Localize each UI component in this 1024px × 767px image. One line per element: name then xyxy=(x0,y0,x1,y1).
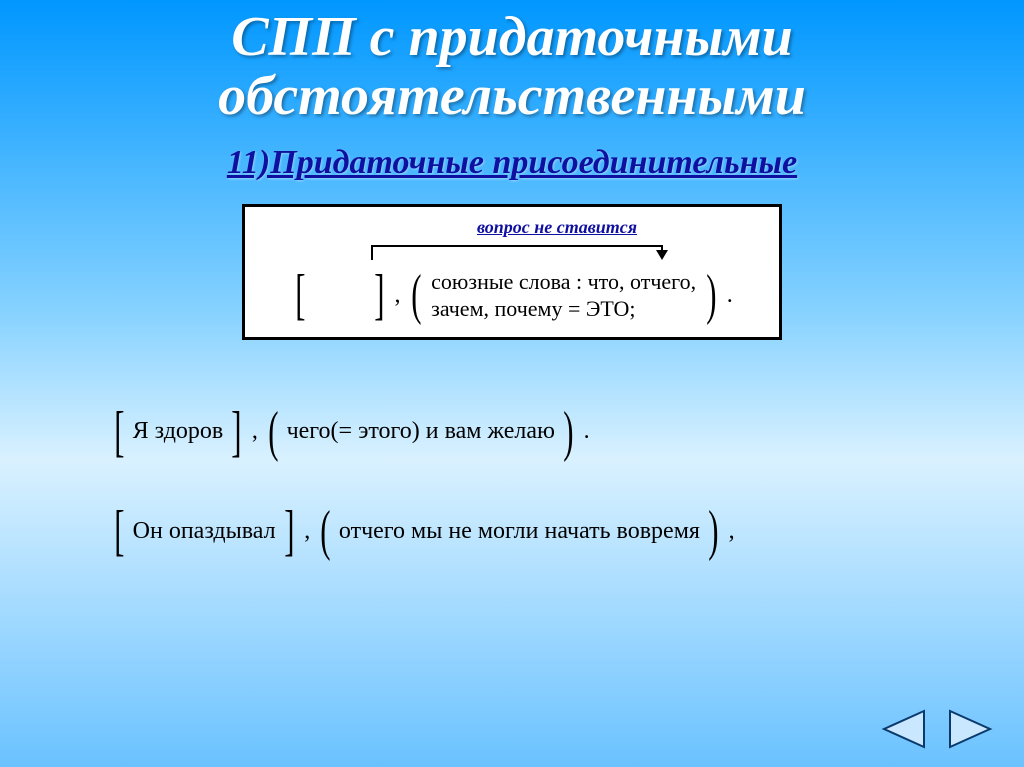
example-main: Я здоров xyxy=(133,418,224,445)
slide-title: СПП с придаточными обстоятельственными xyxy=(0,0,1024,126)
schema-box: вопрос не ставится [ ] , ( союзные слова… xyxy=(242,204,782,340)
next-button[interactable] xyxy=(946,707,996,751)
schema-arrow-icon xyxy=(342,240,682,262)
example-end: , xyxy=(729,518,735,545)
examples-block: [ Я здоров ] , ( чего(= этого) и вам жел… xyxy=(110,410,1024,555)
example-main: Он опаздывал xyxy=(133,518,276,545)
arrow-label: вопрос не ставится xyxy=(351,217,763,238)
example-end: . xyxy=(584,418,590,445)
example-row: [ Он опаздывал ] , ( отчего мы не могли … xyxy=(110,509,1024,554)
prev-button[interactable] xyxy=(878,707,928,751)
comma-icon: , xyxy=(304,518,310,545)
schema-row: [ ] , ( союзные слова : что, отчего, зач… xyxy=(261,266,763,325)
schema-line-2: зачем, почему = ЭТО; xyxy=(431,296,635,321)
comma-icon: , xyxy=(395,282,401,309)
schema-line-1: союзные слова : что, отчего, xyxy=(431,269,696,294)
title-line-1: СПП с придаточными xyxy=(231,6,793,68)
title-line-2: обстоятельственными xyxy=(218,65,806,127)
example-row: [ Я здоров ] , ( чего(= этого) и вам жел… xyxy=(110,410,1024,455)
main-clause-bracket: [ ] xyxy=(291,273,388,318)
slide-subtitle: 11)Придаточные присоединительные xyxy=(0,144,1024,182)
example-sub: отчего мы не могли начать вовремя xyxy=(339,518,700,545)
sub-clause-bracket: ( союзные слова : что, отчего, зачем, по… xyxy=(407,266,721,325)
period-icon: . xyxy=(727,282,733,309)
comma-icon: , xyxy=(252,418,258,445)
example-sub: чего(= этого) и вам желаю xyxy=(287,418,555,445)
nav-controls xyxy=(878,707,996,751)
schema-text: союзные слова : что, отчего, зачем, поче… xyxy=(425,266,702,325)
